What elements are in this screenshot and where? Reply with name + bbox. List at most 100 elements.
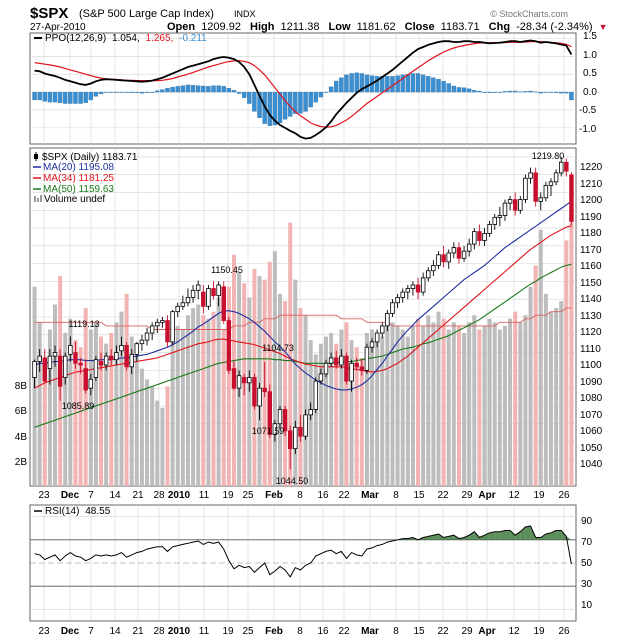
candle — [374, 332, 380, 343]
ppo-histogram-bar — [482, 91, 487, 93]
candle — [57, 355, 63, 387]
candle — [298, 426, 303, 437]
volume-bar — [134, 343, 139, 486]
date-label: 22 — [338, 490, 350, 501]
ppo-histogram-bar — [109, 91, 114, 93]
rsi-overbought-fill — [535, 537, 541, 540]
volume-bar — [226, 286, 231, 486]
candle — [190, 289, 196, 298]
volume-bar — [114, 322, 119, 486]
candle — [553, 172, 559, 183]
candle — [165, 320, 170, 343]
volume-bar — [267, 261, 272, 486]
ppo-histogram-bar — [47, 91, 53, 103]
volume-bar — [349, 340, 354, 486]
candle — [231, 368, 237, 389]
rsi-overbought-fill — [515, 531, 521, 540]
ppo-histogram-bar — [180, 85, 186, 93]
ppo-histogram-bar — [272, 91, 278, 126]
date-label: 21 — [132, 626, 144, 637]
candle — [339, 355, 344, 366]
candle — [236, 375, 242, 389]
volume-bar — [431, 322, 436, 486]
ppo-histogram-bar — [216, 85, 221, 93]
candle — [78, 362, 83, 366]
volume-bar — [303, 315, 308, 486]
date-axis-rsi: 23 Dec 7 14 21 28 2010 11 19 25 Feb 8 16… — [38, 626, 570, 637]
volume-bar — [139, 368, 144, 486]
ppo-histogram-bar — [298, 91, 303, 114]
date-label: 12 — [508, 490, 520, 501]
volume-bar — [93, 322, 98, 486]
volume-bar — [104, 343, 109, 486]
candle — [170, 311, 175, 343]
candle — [52, 352, 58, 357]
volume-bar — [180, 329, 185, 486]
volume-bar — [339, 329, 344, 486]
volume-bar — [165, 386, 170, 486]
date-label: 2010 — [168, 626, 191, 637]
date-label: 14 — [109, 626, 121, 637]
ppo-histogram-bar — [139, 91, 145, 94]
date-label: Apr — [478, 626, 495, 637]
volume-bar — [395, 325, 400, 486]
date-label: 8 — [297, 490, 303, 501]
volume-bar — [482, 325, 487, 486]
ppo-histogram-bar — [328, 86, 334, 93]
ppo-tick-label: 0.0 — [583, 87, 597, 98]
candle — [328, 357, 334, 364]
ppo-histogram-bar — [507, 90, 513, 93]
rsi-tick-label: 50 — [581, 558, 593, 569]
rsi-overbought-fill — [520, 527, 526, 540]
candle — [119, 345, 124, 352]
price-tick-label: 1180 — [580, 228, 602, 239]
date-label: 23 — [38, 626, 50, 637]
volume-bar — [99, 336, 104, 486]
rsi-overbought-fill — [479, 535, 485, 540]
ppo-histogram-bar — [451, 85, 457, 93]
date-label: 19 — [533, 490, 545, 501]
candle — [42, 357, 48, 382]
ppo-histogram-bar — [160, 89, 165, 93]
candle — [548, 181, 554, 186]
volume-bar — [426, 315, 431, 486]
date-label: 15 — [413, 626, 425, 637]
annotation-low-1044: 1044.50 — [276, 476, 309, 486]
date-label: Dec — [61, 490, 80, 501]
volume-bar — [119, 311, 124, 486]
candle — [390, 302, 395, 314]
volume-bar — [508, 318, 513, 486]
ppo-histogram-bar — [190, 85, 196, 93]
candle — [83, 368, 88, 391]
ppo-histogram-bar — [513, 90, 518, 93]
annotation-1085: 1085.89 — [62, 401, 95, 411]
price-legend-title: $SPX (Daily) 1183.71 — [42, 152, 138, 163]
ppo-histogram-bar — [129, 91, 134, 93]
volume-bar — [257, 276, 262, 486]
candle — [487, 224, 492, 234]
candle — [472, 231, 477, 245]
volume-bar — [375, 340, 380, 486]
candle — [369, 341, 375, 348]
candle — [262, 387, 267, 393]
ppo-histogram-bar — [257, 91, 262, 119]
candle — [144, 332, 150, 341]
candle — [206, 288, 211, 307]
date-label: 16 — [317, 626, 329, 637]
candle — [538, 197, 544, 202]
ppo-histogram-bar — [415, 73, 421, 93]
date-label: 7 — [88, 626, 94, 637]
volume-bar — [370, 329, 375, 486]
volume-bar — [421, 325, 426, 486]
candle — [482, 232, 487, 241]
volume-bar — [513, 311, 518, 486]
ma20-legend: MA(20) 1195.08 — [43, 162, 114, 173]
candle — [308, 409, 313, 416]
candle — [359, 366, 365, 371]
svg-text:PPO(12,26,9) 1.054,: PPO(12,26,9) 1.054, 1.265, -0.211 — [45, 33, 207, 44]
rsi-overbought-fill — [469, 531, 475, 540]
volume-bar — [472, 315, 477, 486]
ppo-histogram-bar — [236, 91, 242, 94]
candle — [277, 409, 283, 425]
